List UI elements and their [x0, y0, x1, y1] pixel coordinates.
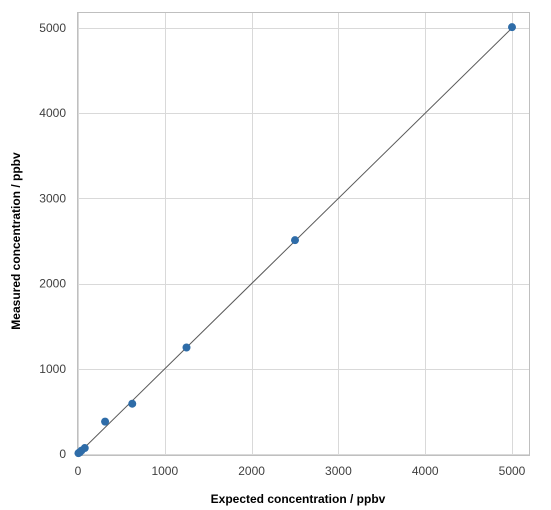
- x-tick-label: 1000: [151, 464, 178, 478]
- x-tick-label: 3000: [325, 464, 352, 478]
- data-point: [508, 23, 516, 32]
- y-tick-label: 5000: [39, 21, 66, 35]
- y-tick-label: 1000: [39, 362, 66, 376]
- data-point: [291, 236, 299, 245]
- y-tick-label: 4000: [39, 106, 66, 120]
- x-axis-title: Expected concentration / ppbv: [211, 492, 386, 506]
- data-point: [128, 399, 137, 408]
- gridlines: [77, 12, 529, 455]
- x-tick-label: 4000: [412, 464, 439, 478]
- x-tick-label: 2000: [238, 464, 265, 478]
- x-tick-label: 5000: [499, 464, 526, 478]
- y-axis-tick-labels: 0 1000 2000 3000 4000 5000: [39, 21, 66, 461]
- y-axis-title: Measured concentration / ppbv: [9, 152, 23, 330]
- data-point: [80, 444, 89, 453]
- x-axis-tick-labels: 0 1000 2000 3000 4000 5000: [75, 464, 526, 478]
- plot-area-frame: [77, 12, 530, 456]
- y-tick-label: 2000: [39, 277, 66, 291]
- x-tick-label: 0: [75, 464, 82, 478]
- data-point: [101, 417, 110, 426]
- data-point: [182, 343, 191, 352]
- y-tick-label: 3000: [39, 191, 66, 205]
- data-points: [74, 23, 516, 458]
- y-tick-label: 0: [59, 447, 66, 461]
